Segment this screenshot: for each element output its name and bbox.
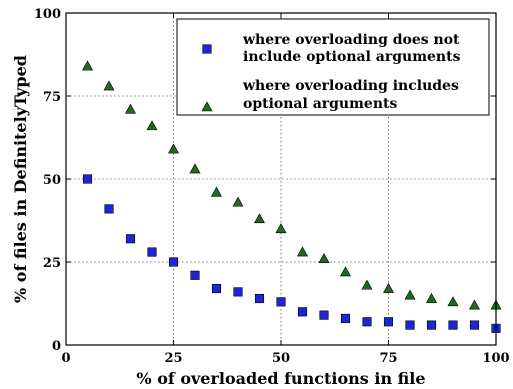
triangle-point [318,253,330,263]
square-point [276,297,286,307]
legend-box [176,18,490,116]
legend-entry-text: include optional arguments [243,49,461,65]
triangle-point [425,292,438,303]
triangle-point [339,266,352,277]
triangle-point [124,103,137,114]
triangle-point [296,246,309,257]
y-tick-label: 100 [34,7,61,22]
square-point [82,174,93,184]
square-point [405,320,415,330]
y-axis-label: % of files in DefinitelyTyped [11,55,30,303]
legend-entry-text: where overloading includes [242,78,459,94]
data-points [81,60,502,333]
triangle-point [146,120,158,131]
triangle-point [404,289,416,300]
square-point [383,317,394,327]
square-point [319,310,329,320]
triangle-point [189,163,201,174]
triangle-point [81,60,94,71]
triangle-point [210,186,223,197]
series-1 [82,174,501,333]
triangle-point [103,80,115,91]
y-tick-label: 25 [43,256,61,271]
square-point [426,320,437,330]
legend-triangle-marker [201,101,213,112]
square-point [469,320,480,330]
square-point [340,313,351,323]
x-axis-label: % of overloaded functions in file [136,369,425,388]
legend-square-marker [202,44,212,54]
x-tick-label: 75 [379,351,397,366]
square-point [168,257,179,267]
triangle-point [382,282,395,293]
triangle-point [275,223,287,234]
square-point [233,287,243,297]
axis-ticks: 0 25 50 75 100 0 25 50 75 100 [34,7,510,366]
triangle-point [167,143,180,154]
y-tick-label: 50 [43,173,61,188]
y-tick-label: 0 [52,339,61,354]
square-point [125,234,136,244]
square-point [104,204,114,214]
triangle-point [468,299,481,310]
x-tick-label: 100 [482,351,509,366]
x-tick-label: 0 [61,351,70,366]
square-point [190,270,200,280]
y-tick-label: 75 [43,90,61,105]
legend-entry-text: optional arguments [243,96,397,112]
triangle-point [232,196,244,207]
square-point [254,293,265,304]
square-point [362,317,372,327]
square-point [211,284,222,294]
square-point [147,247,157,257]
triangle-point [253,213,266,224]
triangle-point [361,279,373,290]
square-point [297,307,308,317]
legend-entry-text: where overloading does not [242,32,460,48]
triangle-point [447,296,459,307]
square-point [448,320,458,330]
x-tick-label: 50 [272,351,290,366]
x-tick-label: 25 [164,351,182,366]
